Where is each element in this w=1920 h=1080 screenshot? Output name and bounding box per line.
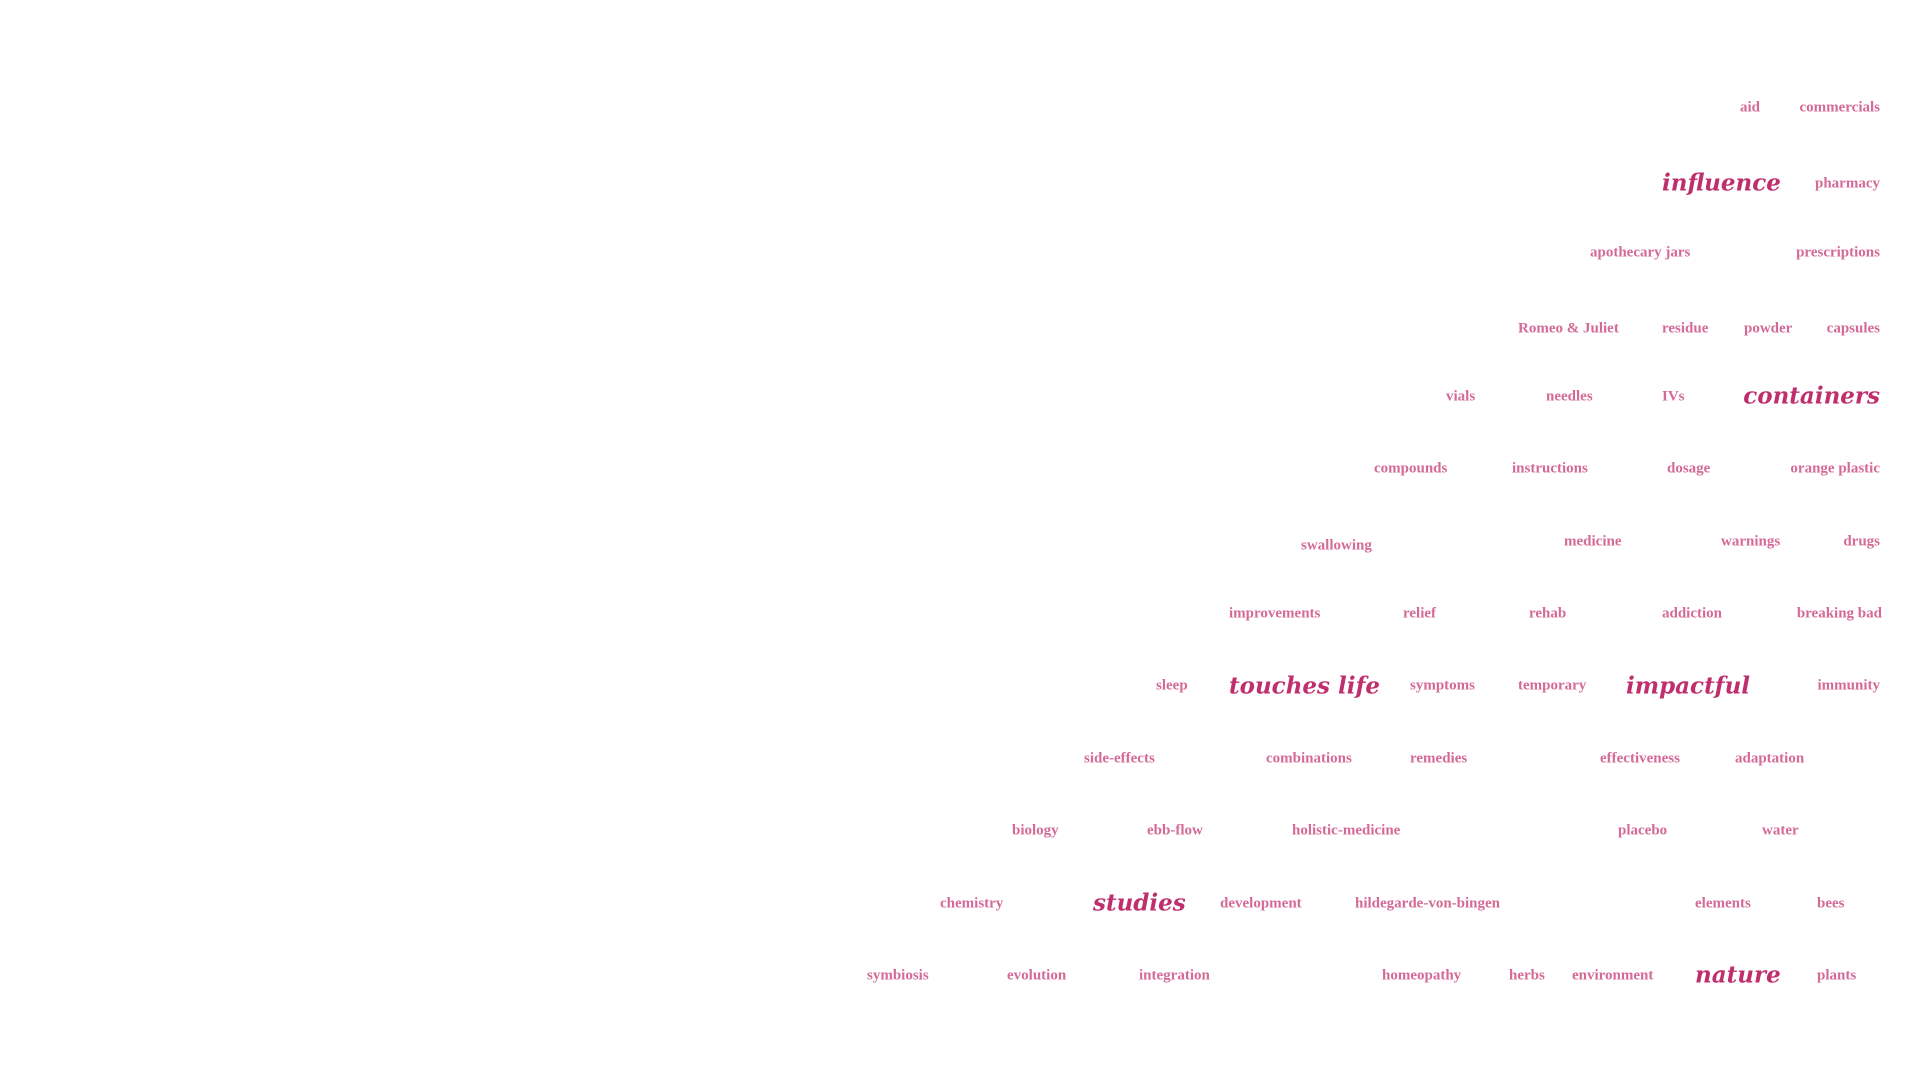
word-capsules: capsules bbox=[1826, 320, 1880, 337]
word-prescriptions: prescriptions bbox=[1796, 244, 1880, 261]
word-biology: biology bbox=[1012, 822, 1059, 839]
word-rehab: rehab bbox=[1529, 605, 1567, 622]
word-plants: plants bbox=[1817, 967, 1857, 984]
word-chemistry: chemistry bbox=[940, 895, 1004, 912]
word-compounds: compounds bbox=[1374, 460, 1448, 477]
word-remedies: remedies bbox=[1410, 750, 1468, 767]
word-containers: containers bbox=[1743, 382, 1880, 410]
word-water: water bbox=[1762, 822, 1799, 839]
word-aid: aid bbox=[1740, 99, 1761, 116]
word-touches-life: touches life bbox=[1229, 672, 1381, 700]
word-adaptation: adaptation bbox=[1735, 750, 1805, 767]
word-sleep: sleep bbox=[1156, 677, 1188, 694]
word-holistic-medicine: holistic-medicine bbox=[1292, 822, 1401, 839]
word-environment: environment bbox=[1572, 967, 1654, 984]
word-warnings: warnings bbox=[1721, 533, 1781, 550]
word-nature: nature bbox=[1695, 961, 1781, 989]
word-bees: bees bbox=[1817, 895, 1845, 912]
word-instructions: instructions bbox=[1512, 460, 1588, 477]
word-symbiosis: symbiosis bbox=[867, 967, 929, 984]
word-commercials: commercials bbox=[1799, 99, 1880, 116]
word-pharmacy: pharmacy bbox=[1815, 175, 1880, 192]
word-relief: relief bbox=[1403, 605, 1437, 622]
word-hildegarde-von-bingen: hildegarde-von-bingen bbox=[1355, 895, 1501, 912]
word-impactful: impactful bbox=[1626, 672, 1751, 700]
word-ivs: IVs bbox=[1662, 388, 1685, 405]
word-vials: vials bbox=[1446, 388, 1476, 405]
word-orange-plastic: orange plastic bbox=[1790, 460, 1880, 477]
word-powder: powder bbox=[1744, 320, 1793, 337]
word-residue: residue bbox=[1662, 320, 1709, 337]
word-influence: influence bbox=[1662, 169, 1781, 197]
word-drugs: drugs bbox=[1843, 533, 1880, 550]
word-combinations: combinations bbox=[1266, 750, 1352, 767]
word-immunity: immunity bbox=[1817, 677, 1880, 694]
word-romeo-juliet: Romeo & Juliet bbox=[1518, 320, 1619, 337]
word-herbs: herbs bbox=[1509, 967, 1545, 984]
word-breaking-bad: breaking bad bbox=[1796, 605, 1882, 622]
word-ebb-flow: ebb-flow bbox=[1147, 822, 1203, 839]
word-effectiveness: effectiveness bbox=[1600, 750, 1680, 767]
word-addiction: addiction bbox=[1662, 605, 1723, 622]
word-needles: needles bbox=[1546, 388, 1593, 405]
word-side-effects: side-effects bbox=[1084, 750, 1155, 767]
word-elements: elements bbox=[1695, 895, 1751, 912]
word-symptoms: symptoms bbox=[1410, 677, 1476, 694]
word-medicine: medicine bbox=[1564, 533, 1622, 550]
word-dosage: dosage bbox=[1667, 460, 1711, 477]
word-apothecary-jars: apothecary jars bbox=[1590, 244, 1691, 261]
word-integration: integration bbox=[1139, 967, 1210, 984]
word-studies: studies bbox=[1093, 889, 1186, 917]
word-improvements: improvements bbox=[1229, 605, 1321, 622]
word-homeopathy: homeopathy bbox=[1382, 967, 1462, 984]
word-temporary: temporary bbox=[1518, 677, 1587, 694]
word-evolution: evolution bbox=[1007, 967, 1067, 984]
word-placebo: placebo bbox=[1618, 822, 1668, 839]
word-swallowing: swallowing bbox=[1301, 537, 1372, 554]
word-development: development bbox=[1220, 895, 1302, 912]
